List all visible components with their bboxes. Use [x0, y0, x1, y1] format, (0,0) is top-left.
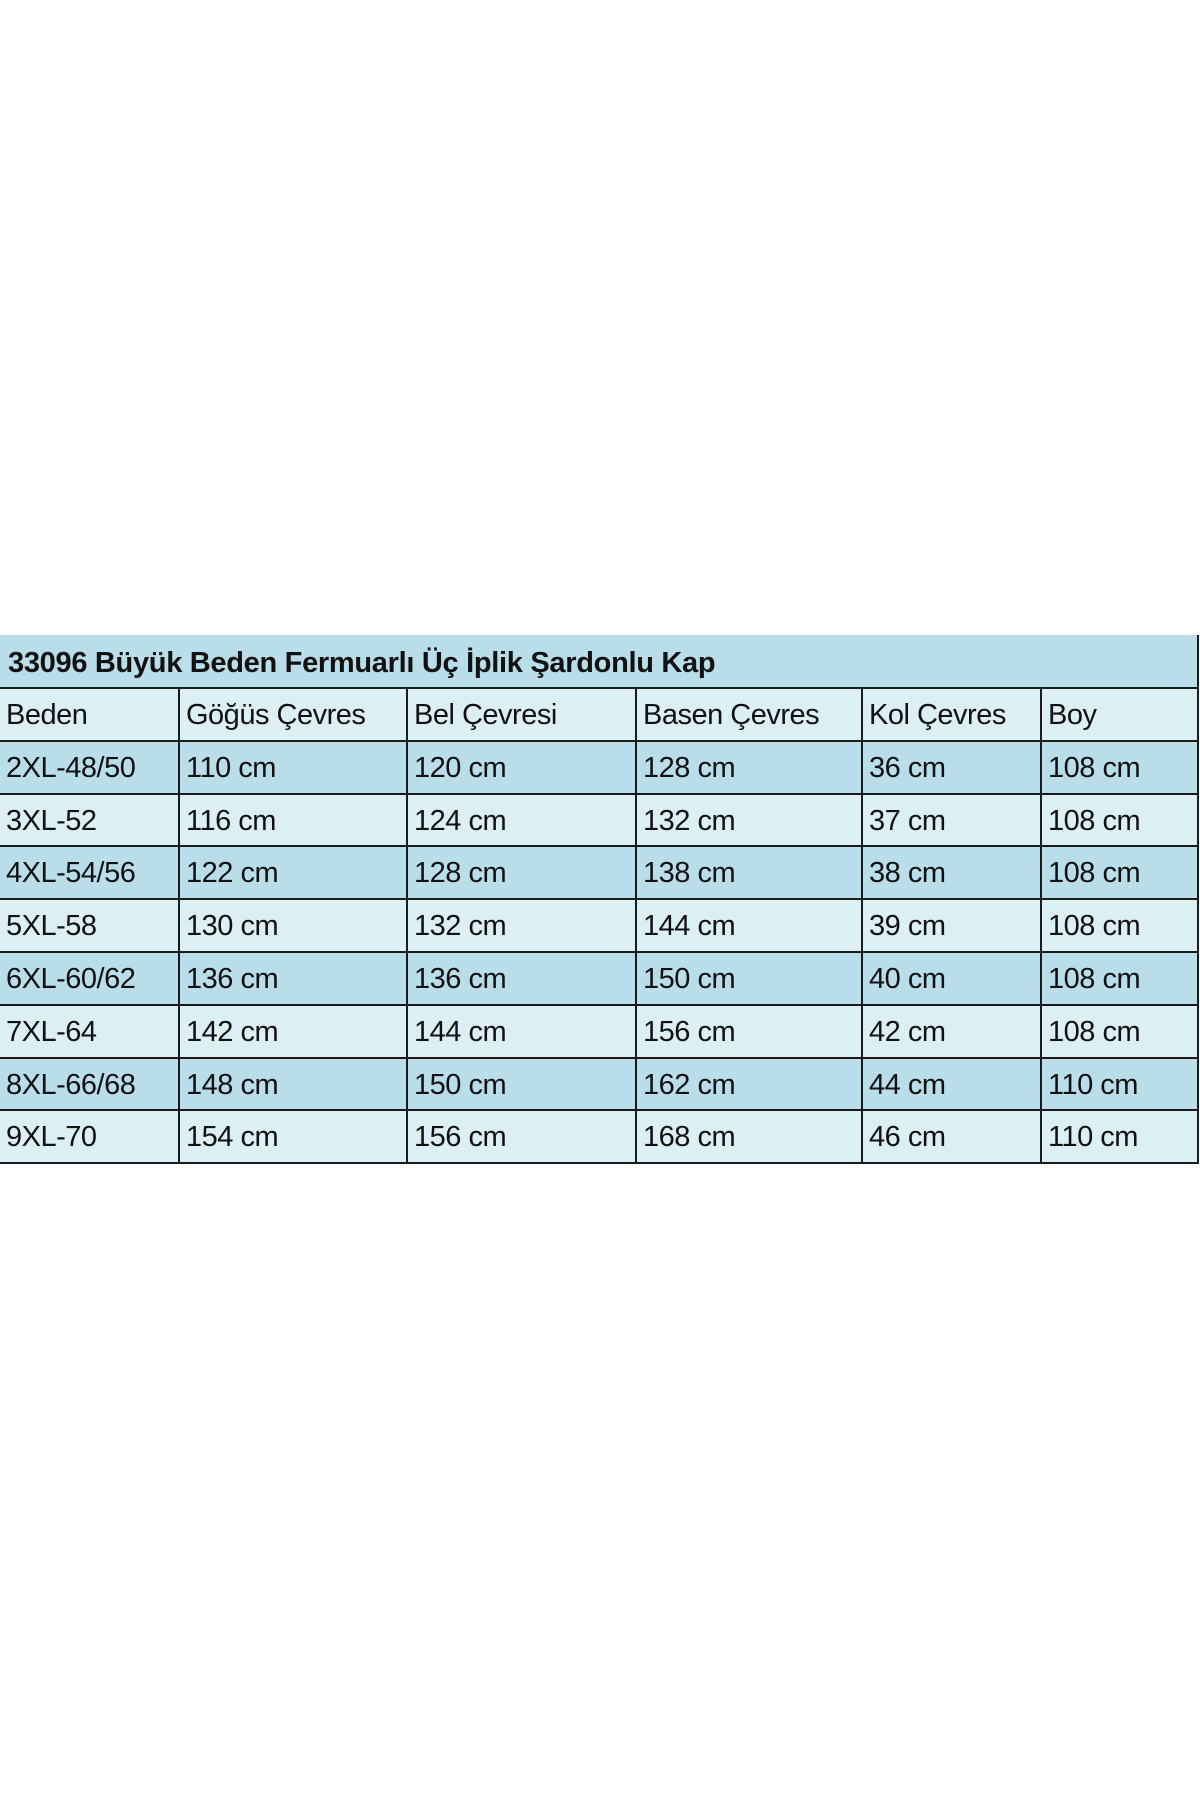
table-cell: 124 cm: [408, 794, 637, 846]
table-cell: 154 cm: [180, 1111, 408, 1163]
table-cell: 42 cm: [863, 1005, 1042, 1057]
table-cell: 130 cm: [180, 900, 408, 951]
table-row: 6XL-60/62 136 cm 136 cm 150 cm 40 cm 108 cm: [0, 952, 1197, 1006]
header-row: Beden Göğüs Çevres Bel Çevresi Basen Çevres…: [0, 689, 1197, 742]
table-cell: 7XL-64: [0, 1005, 180, 1057]
table-cell: 4XL-54/56: [0, 847, 180, 899]
table-cell: 9XL-70: [0, 1111, 180, 1163]
table-cell: 128 cm: [408, 847, 637, 899]
table-cell: 144 cm: [408, 1005, 637, 1057]
table-cell: 142 cm: [180, 1005, 408, 1057]
table-cell: 156 cm: [408, 1111, 637, 1163]
table-cell: 5XL-58: [0, 900, 180, 951]
table-cell: 36 cm: [863, 741, 1042, 793]
table-cell: 148 cm: [180, 1058, 408, 1110]
table-cell: 110 cm: [1048, 1068, 1138, 1101]
table-cell: 150 cm: [637, 952, 863, 1004]
table-cell: 108 cm: [1048, 1015, 1141, 1048]
column-header: Kol Çevres: [863, 689, 1042, 740]
table-cell: 162 cm: [637, 1058, 863, 1110]
table-cell: 46 cm: [863, 1111, 1042, 1163]
table-row: 3XL-52 116 cm 124 cm 132 cm 37 cm 108 cm: [0, 794, 1197, 848]
table-cell: 108 cm: [1048, 910, 1141, 943]
column-header: Boy: [1048, 699, 1097, 731]
table-cell: 138 cm: [637, 847, 863, 899]
table-cell: 108 cm: [1048, 857, 1141, 890]
table-cell: 44 cm: [863, 1058, 1042, 1110]
table-cell: 108 cm: [1048, 804, 1141, 837]
column-header: Bel Çevresi: [408, 689, 637, 740]
size-chart-table: 33096 Büyük Beden Fermuarlı Üç İplik Şar…: [0, 635, 1199, 1165]
table-cell: 38 cm: [863, 847, 1042, 899]
table-cell: 136 cm: [180, 952, 408, 1004]
table-cell: 39 cm: [863, 900, 1042, 951]
table-cell: 3XL-52: [0, 794, 180, 846]
table-cell: 110 cm: [180, 741, 408, 793]
table-cell: 156 cm: [637, 1005, 863, 1057]
table-cell: 136 cm: [408, 952, 637, 1004]
table-cell: 6XL-60/62: [0, 952, 180, 1004]
column-header: Basen Çevres: [637, 689, 863, 740]
table-cell: 132 cm: [637, 794, 863, 846]
table-cell: 128 cm: [637, 741, 863, 793]
table-cell: 108 cm: [1048, 751, 1141, 784]
table-cell: 144 cm: [637, 900, 863, 951]
table-cell: 40 cm: [863, 952, 1042, 1004]
table-cell: 132 cm: [408, 900, 637, 951]
table-cell: 108 cm: [1048, 962, 1141, 995]
table-cell: 2XL-48/50: [0, 741, 180, 793]
table-cell: 120 cm: [408, 741, 637, 793]
table-row: 4XL-54/56 122 cm 128 cm 138 cm 38 cm 108 cm: [0, 847, 1197, 901]
table-cell: 122 cm: [180, 847, 408, 899]
table-row: 9XL-70 154 cm 156 cm 168 cm 46 cm 110 cm: [0, 1111, 1197, 1165]
table-cell: 8XL-66/68: [0, 1058, 180, 1110]
table-cell: 110 cm: [1048, 1121, 1138, 1154]
column-header: Beden: [0, 689, 180, 740]
table-cell: 116 cm: [180, 794, 408, 846]
table-cell: 168 cm: [637, 1111, 863, 1163]
table-row: 7XL-64 142 cm 144 cm 156 cm 42 cm 108 cm: [0, 1005, 1197, 1059]
table-title: 33096 Büyük Beden Fermuarlı Üç İplik Şar…: [0, 635, 1197, 689]
table-cell: 150 cm: [408, 1058, 637, 1110]
column-header: Göğüs Çevres: [180, 689, 408, 740]
table-row: 8XL-66/68 148 cm 150 cm 162 cm 44 cm 110 cm: [0, 1058, 1197, 1112]
table-row: 2XL-48/50 110 cm 120 cm 128 cm 36 cm 108 cm: [0, 741, 1197, 795]
table-row: 5XL-58 130 cm 132 cm 144 cm 39 cm 108 cm: [0, 900, 1197, 953]
table-cell: 37 cm: [863, 794, 1042, 846]
